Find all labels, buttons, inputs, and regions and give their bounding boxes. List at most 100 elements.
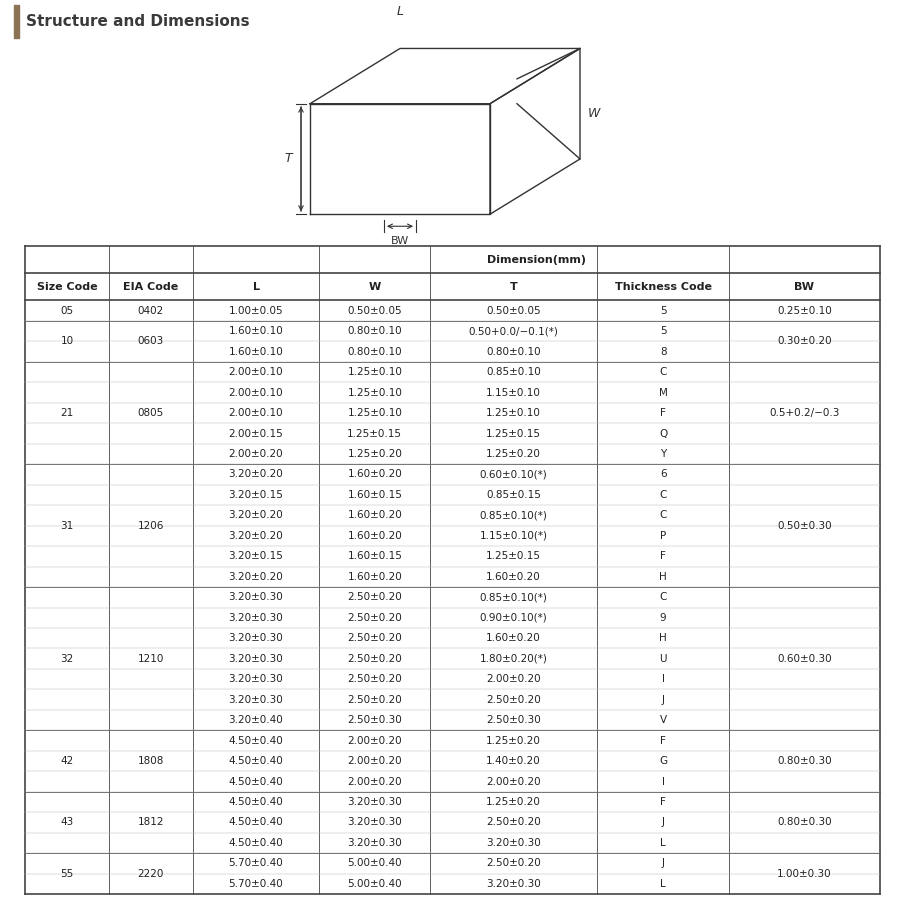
Text: 3.20±0.30: 3.20±0.30 [229, 653, 283, 663]
Text: 0.50±0.30: 0.50±0.30 [777, 520, 832, 530]
Text: BW: BW [391, 236, 409, 246]
Text: W: W [588, 108, 600, 120]
Text: J: J [662, 817, 664, 827]
Text: 32: 32 [61, 653, 74, 663]
Text: 05: 05 [61, 306, 74, 316]
Text: H: H [659, 572, 667, 582]
Text: 5: 5 [660, 326, 666, 336]
Text: C: C [660, 510, 667, 520]
Text: 0.60±0.30: 0.60±0.30 [777, 653, 832, 663]
Text: 0.5+0.2/−0.3: 0.5+0.2/−0.3 [769, 408, 840, 418]
Text: 1.25±0.20: 1.25±0.20 [486, 797, 541, 807]
Text: 1.25±0.10: 1.25±0.10 [348, 367, 402, 377]
Text: T: T [284, 152, 291, 166]
Text: 2.50±0.20: 2.50±0.20 [348, 653, 402, 663]
Text: C: C [660, 592, 667, 603]
Text: F: F [660, 797, 666, 807]
Text: 6: 6 [660, 470, 666, 480]
Text: T: T [510, 281, 518, 292]
Text: 2.00±0.20: 2.00±0.20 [229, 449, 283, 459]
Text: G: G [659, 756, 667, 766]
Text: 2.50±0.20: 2.50±0.20 [348, 695, 402, 705]
Text: L: L [661, 879, 666, 889]
Text: 2.50±0.30: 2.50±0.30 [486, 715, 541, 725]
Text: 1210: 1210 [138, 653, 164, 663]
Text: 55: 55 [61, 869, 74, 879]
Text: 1.25±0.10: 1.25±0.10 [348, 387, 402, 397]
Text: 2.00±0.15: 2.00±0.15 [229, 429, 283, 439]
Text: 0.60±0.10(*): 0.60±0.10(*) [480, 470, 548, 480]
Text: 1.25±0.20: 1.25±0.20 [486, 449, 541, 459]
Text: 1.15±0.10: 1.15±0.10 [486, 387, 541, 397]
Text: P: P [660, 531, 666, 541]
Text: 1.25±0.10: 1.25±0.10 [348, 408, 402, 418]
Text: 1.60±0.20: 1.60±0.20 [348, 531, 402, 541]
Text: 0.90±0.10(*): 0.90±0.10(*) [480, 613, 548, 623]
Text: 1812: 1812 [138, 817, 164, 827]
Text: 0.50±0.05: 0.50±0.05 [348, 306, 402, 316]
Text: 0603: 0603 [138, 337, 164, 347]
Text: 1.60±0.15: 1.60±0.15 [348, 490, 402, 500]
Text: 43: 43 [61, 817, 74, 827]
Text: 5.70±0.40: 5.70±0.40 [229, 859, 283, 869]
Text: 1.25±0.20: 1.25±0.20 [348, 449, 402, 459]
Text: 1.60±0.10: 1.60±0.10 [229, 326, 283, 336]
Text: 4.50±0.40: 4.50±0.40 [229, 756, 283, 766]
Text: 2.00±0.20: 2.00±0.20 [486, 674, 541, 684]
Text: 0402: 0402 [138, 306, 164, 316]
Text: 0.85±0.15: 0.85±0.15 [486, 490, 541, 500]
Text: 2.50±0.20: 2.50±0.20 [486, 695, 541, 705]
Text: F: F [660, 551, 666, 561]
Bar [14, 5, 19, 38]
Text: BW: BW [795, 281, 814, 292]
Text: 1808: 1808 [138, 756, 164, 766]
Text: 1.25±0.10: 1.25±0.10 [486, 408, 541, 418]
Text: W: W [368, 281, 381, 292]
Text: 4.50±0.40: 4.50±0.40 [229, 736, 283, 746]
Text: 5: 5 [660, 306, 666, 316]
Text: 1.60±0.20: 1.60±0.20 [348, 510, 402, 520]
Text: 2.50±0.20: 2.50±0.20 [486, 859, 541, 869]
Text: 3.20±0.30: 3.20±0.30 [348, 797, 402, 807]
Text: 3.20±0.30: 3.20±0.30 [229, 634, 283, 643]
Text: 2.00±0.20: 2.00±0.20 [348, 736, 402, 746]
Text: 2.50±0.20: 2.50±0.20 [348, 613, 402, 623]
Text: 0.80±0.30: 0.80±0.30 [777, 817, 832, 827]
Text: Structure and Dimensions: Structure and Dimensions [26, 14, 250, 29]
Text: Y: Y [660, 449, 666, 459]
Text: 1.60±0.10: 1.60±0.10 [229, 347, 283, 357]
Text: 0.80±0.10: 0.80±0.10 [348, 347, 402, 357]
Text: 0.50±0.05: 0.50±0.05 [486, 306, 541, 316]
Text: 1.80±0.20(*): 1.80±0.20(*) [480, 653, 548, 663]
Text: 1206: 1206 [138, 520, 164, 530]
Text: 0.85±0.10: 0.85±0.10 [486, 367, 541, 377]
Text: 1.25±0.15: 1.25±0.15 [348, 429, 402, 439]
Text: F: F [660, 736, 666, 746]
Text: F: F [660, 408, 666, 418]
Text: 5.70±0.40: 5.70±0.40 [229, 879, 283, 889]
Text: C: C [660, 367, 667, 377]
Text: 21: 21 [61, 408, 74, 418]
Text: 1.60±0.20: 1.60±0.20 [486, 572, 541, 582]
Text: EIA Code: EIA Code [123, 281, 178, 292]
Text: 2.00±0.10: 2.00±0.10 [229, 387, 283, 397]
Text: 4.50±0.40: 4.50±0.40 [229, 797, 283, 807]
Text: L: L [396, 5, 404, 18]
Text: 2.00±0.10: 2.00±0.10 [229, 408, 283, 418]
Text: 0.85±0.10(*): 0.85±0.10(*) [480, 510, 548, 520]
Text: 3.20±0.30: 3.20±0.30 [229, 592, 283, 603]
Text: 3.20±0.30: 3.20±0.30 [348, 817, 402, 827]
Text: J: J [662, 859, 664, 869]
Text: J: J [662, 695, 664, 705]
Text: 1.60±0.20: 1.60±0.20 [348, 470, 402, 480]
Text: 3.20±0.30: 3.20±0.30 [229, 613, 283, 623]
Text: I: I [662, 776, 664, 786]
Text: 42: 42 [61, 756, 74, 766]
Text: 4.50±0.40: 4.50±0.40 [229, 838, 283, 848]
Text: 0.25±0.10: 0.25±0.10 [777, 306, 832, 316]
Text: 4.50±0.40: 4.50±0.40 [229, 817, 283, 827]
Text: 2.50±0.30: 2.50±0.30 [348, 715, 402, 725]
Text: Size Code: Size Code [37, 281, 98, 292]
Text: 1.25±0.20: 1.25±0.20 [486, 736, 541, 746]
Text: 3.20±0.15: 3.20±0.15 [229, 551, 283, 561]
